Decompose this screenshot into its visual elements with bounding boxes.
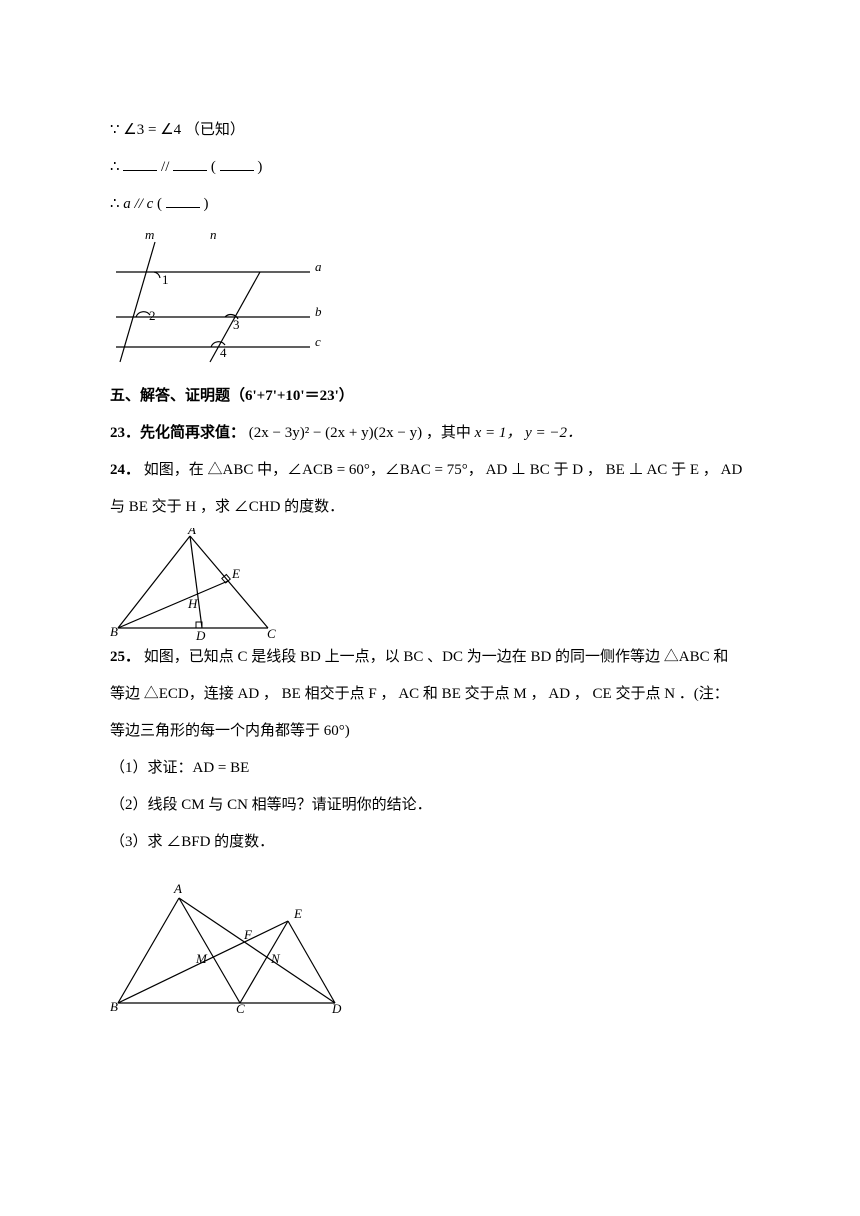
text: （已知）	[185, 122, 245, 138]
svg-text:B: B	[110, 999, 118, 1013]
label: 24．	[110, 462, 140, 478]
paren-close: )	[257, 159, 262, 175]
figure-parallel-lines: m n a bc 1 2 34	[110, 227, 750, 372]
math: a // c	[123, 196, 153, 212]
blank	[173, 155, 207, 171]
text: 等边三角形的每一个内角都等于 60°)	[110, 723, 350, 739]
svg-text:D: D	[331, 1001, 342, 1013]
q24b: 与 BE 交于 H ，求 ∠CHD 的度数．	[110, 491, 750, 524]
page: ∵ ∠3 = ∠4 （已知） ∴ // ( ) ∴ a // c ( ) m n a…	[0, 0, 860, 1216]
q25-p2: （2）线段 CM 与 CN 相等吗？请证明你的结论．	[110, 789, 750, 822]
svg-text:n: n	[210, 227, 217, 242]
q23: 23．先化简再求值： (2x − 3y)² − (2x + y)(2x − y)…	[110, 417, 750, 450]
text: ，其中	[426, 425, 475, 441]
svg-text:4: 4	[220, 345, 227, 360]
proof-line-3: ∴ a // c ( )	[110, 188, 750, 221]
svg-text:A: A	[187, 528, 196, 537]
text: 等边 △ECD，连接 AD ， BE 相交于点 F ， AC 和 BE 交于点 …	[110, 686, 729, 702]
section-5-title: 五、解答、证明题（6'+7'+10'＝23'）	[110, 380, 750, 413]
q25a: 25． 如图，已知点 C 是线段 BD 上一点，以 BC 、DC 为一边在 BD…	[110, 641, 750, 674]
svg-text:A: A	[173, 881, 182, 896]
text: （1）求证：AD = BE	[110, 760, 249, 776]
svg-text:H: H	[187, 596, 198, 611]
figure-triangle-abc: ABCDEH	[110, 528, 750, 643]
svg-text:C: C	[236, 1001, 245, 1013]
q25c: 等边三角形的每一个内角都等于 60°)	[110, 715, 750, 748]
paren-open: (	[211, 159, 220, 175]
proof-line-2: ∴ // ( )	[110, 151, 750, 184]
text: //	[161, 159, 173, 175]
text: （3）求 ∠BFD 的度数．	[110, 834, 274, 850]
q25-p3: （3）求 ∠BFD 的度数．	[110, 826, 750, 859]
text: ∴	[110, 196, 123, 212]
proof-line-1: ∵ ∠3 = ∠4 （已知）	[110, 114, 750, 147]
svg-text:M: M	[195, 951, 208, 966]
q25b: 等边 △ECD，连接 AD ， BE 相交于点 F ， AC 和 BE 交于点 …	[110, 678, 750, 711]
q24a: 24． 如图，在 △ABC 中，∠ACB = 60°，∠BAC = 75°， A…	[110, 454, 750, 487]
svg-text:F: F	[243, 927, 253, 942]
text: （2）线段 CM 与 CN 相等吗？请证明你的结论．	[110, 797, 432, 813]
svg-text:C: C	[267, 626, 276, 641]
paren-open: (	[157, 196, 166, 212]
text: 如图，已知点 C 是线段 BD 上一点，以 BC 、DC 为一边在 BD 的同一…	[144, 649, 729, 665]
svg-text:E: E	[293, 906, 302, 921]
label: 23．先化简再求值：	[110, 425, 245, 441]
figure-bcd-triangles: B C D A E F M N	[110, 863, 750, 1013]
blank	[220, 155, 254, 171]
blank	[166, 192, 200, 208]
text: 如图，在 △ABC 中，∠ACB = 60°，∠BAC = 75°， AD ⊥ …	[144, 462, 743, 478]
text: 与 BE 交于 H ，求 ∠CHD 的度数．	[110, 499, 344, 515]
svg-text:E: E	[231, 566, 240, 581]
vals: x = 1， y = −2．	[475, 425, 582, 441]
svg-text:3: 3	[233, 317, 240, 332]
svg-text:N: N	[270, 951, 281, 966]
svg-text:2: 2	[149, 308, 156, 323]
svg-text:a: a	[315, 259, 322, 274]
svg-text:1: 1	[162, 272, 169, 287]
blank	[123, 155, 157, 171]
svg-text:c: c	[315, 334, 321, 349]
svg-text:b: b	[315, 304, 322, 319]
svg-text:m: m	[145, 227, 154, 242]
text: ∵ ∠3 = ∠4	[110, 122, 181, 138]
expr: (2x − 3y)² − (2x + y)(2x − y)	[249, 425, 422, 441]
q25-p1: （1）求证：AD = BE	[110, 752, 750, 785]
svg-text:B: B	[110, 624, 118, 639]
label: 25．	[110, 649, 140, 665]
paren-close: )	[204, 196, 209, 212]
text: ∴	[110, 159, 123, 175]
